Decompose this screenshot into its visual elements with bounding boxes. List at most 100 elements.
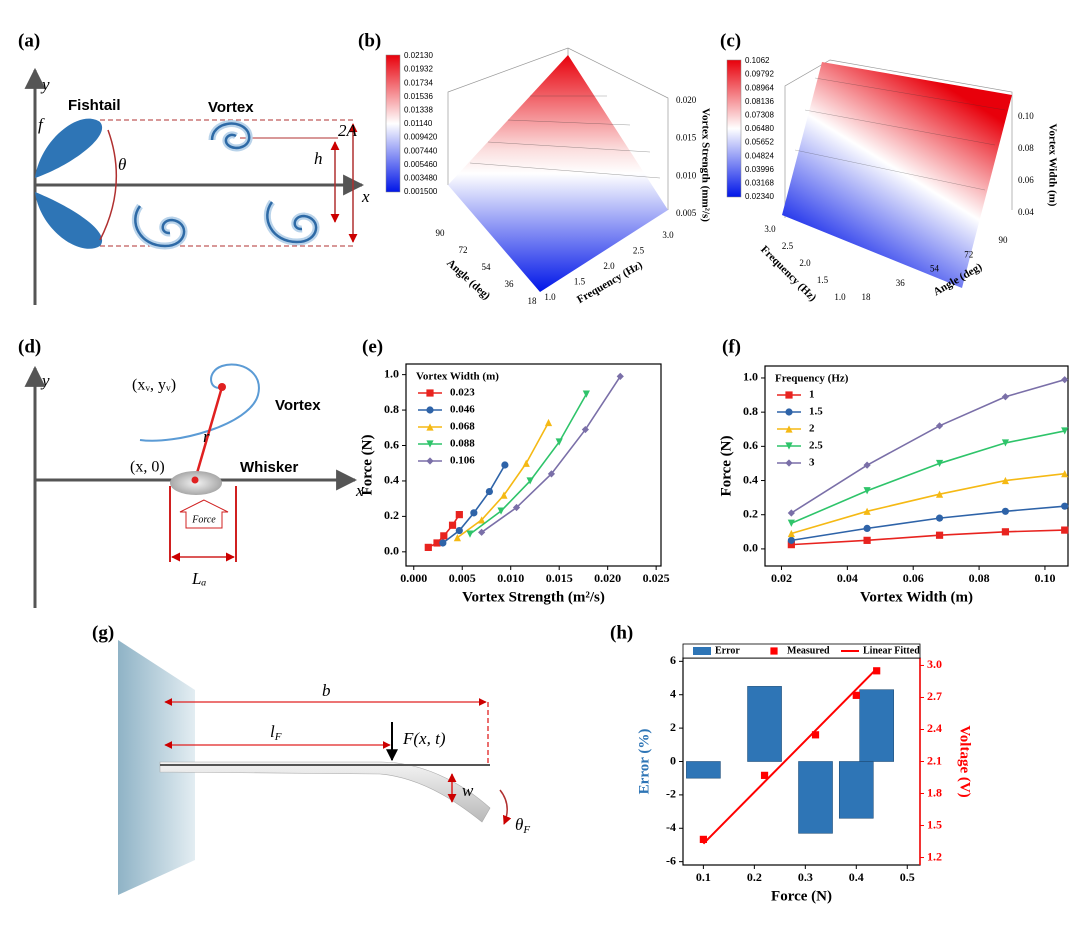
x-tick-label: 3.0 <box>662 230 674 240</box>
marker <box>555 438 563 446</box>
legend-label: 0.068 <box>450 421 475 433</box>
y-tick-label: 54 <box>930 264 940 274</box>
legend-label: 1.5 <box>809 406 823 418</box>
marker <box>455 511 463 519</box>
marker <box>863 536 871 544</box>
colorbar-tick-label: 0.06480 <box>745 124 774 133</box>
x-tick-label: 0.010 <box>497 571 524 585</box>
x-tick-label: 0.02 <box>771 571 792 585</box>
marker <box>1001 507 1010 515</box>
y-tick-label: 36 <box>505 279 515 289</box>
marker <box>1061 376 1069 384</box>
y-tick-label: 90 <box>999 235 1009 245</box>
bar <box>798 761 833 834</box>
colorbar-tick-label: 0.08964 <box>745 83 774 92</box>
marker <box>935 514 944 522</box>
marker <box>1061 470 1069 478</box>
axis-label: x <box>355 481 364 500</box>
label: θ <box>118 155 126 174</box>
marker <box>787 519 795 527</box>
legend-marker <box>785 459 793 467</box>
z-tick-label: 0.005 <box>676 208 697 218</box>
label: (xᵥ, yᵥ) <box>132 377 176 394</box>
x-tick-label: 0.1 <box>696 870 711 884</box>
marker <box>787 541 795 549</box>
y2-tick-label: 3.0 <box>927 657 942 671</box>
whisker-point <box>191 476 199 484</box>
marker <box>497 507 505 515</box>
legend-label: 1 <box>809 389 815 401</box>
chart: 0.1 0.2 0.3 0.4 0.5 -6 -4 -2 0 2 4 6 Force (N) Error … <box>636 643 973 904</box>
colorbar-tick-label: 0.08136 <box>745 97 774 106</box>
marker <box>787 529 795 538</box>
marker <box>439 539 447 547</box>
marker <box>1001 393 1010 401</box>
y-tick-label: -6 <box>666 853 676 867</box>
y-tick-label: 0.2 <box>743 506 758 520</box>
marker <box>1061 526 1069 534</box>
legend-marker <box>426 423 434 431</box>
label: lF <box>270 722 282 743</box>
marker <box>863 507 871 515</box>
x-tick-label: 2.0 <box>603 261 615 271</box>
vortex-shadow <box>135 206 184 246</box>
marker <box>478 528 486 536</box>
x-axis-label: Force (N) <box>771 888 832 904</box>
y-tick-label: 0.6 <box>384 437 399 451</box>
marker <box>424 543 432 551</box>
label: F(x, t) <box>402 729 446 748</box>
colorbar-tick-label: 0.003480 <box>404 174 438 183</box>
axis-label: y <box>40 75 50 94</box>
marker <box>500 491 508 499</box>
marker <box>485 487 493 496</box>
marker <box>811 731 820 739</box>
colorbar-tick-label: 0.03996 <box>745 165 774 174</box>
label: Vortex <box>275 397 321 414</box>
x-tick-label: 0.015 <box>546 571 573 585</box>
legend-label: 3 <box>809 457 815 469</box>
x-tick-label: 0.06 <box>903 571 924 585</box>
y-tick-label: -4 <box>666 820 676 834</box>
legend-title: Frequency (Hz) <box>775 373 849 385</box>
z-tick-label: 0.08 <box>1018 143 1034 153</box>
label: Fishtail <box>68 97 121 114</box>
z-tick-label: 0.020 <box>676 95 697 105</box>
panel-label: (f) <box>722 336 741 357</box>
y2-tick-label: 1.8 <box>927 785 942 799</box>
marker <box>1001 439 1010 447</box>
y-axis-label: Error (%) <box>636 729 652 795</box>
vortex-shadow <box>267 202 316 242</box>
x-axis-label: Vortex Strength (m²/s) <box>462 589 605 605</box>
z-tick-label: 0.010 <box>676 170 697 180</box>
z-tick-label: 0.04 <box>1018 207 1034 217</box>
marker <box>699 835 707 843</box>
box-edge <box>784 59 1013 218</box>
panel-label: (b) <box>358 30 381 51</box>
y-tick-label: 6 <box>670 653 676 667</box>
diagram-g: b lF F(x, t) w θF <box>118 640 530 895</box>
panel-label: (d) <box>18 336 41 357</box>
y-tick-label: 2 <box>670 720 676 734</box>
colorbar-tick-label: 0.03168 <box>745 179 774 188</box>
fishtail-lower <box>35 192 103 249</box>
colorbar-tick-label: 0.05652 <box>745 138 774 147</box>
legend-label: Measured <box>787 645 830 656</box>
bar <box>838 761 874 819</box>
chart: 0.02 0.04 0.06 0.08 0.10 0.0 0.2 0.4 0.6 0.8 1.0 Vo… <box>718 365 1069 605</box>
panel-label: (h) <box>610 622 633 643</box>
legend-label: 0.088 <box>450 438 475 450</box>
panel-label: (e) <box>362 336 383 357</box>
x-tick-label: 1.0 <box>544 292 556 302</box>
colorbar <box>385 54 401 193</box>
fit-line <box>702 667 878 845</box>
colorbar-tick-label: 0.1062 <box>745 56 770 65</box>
marker <box>863 524 871 532</box>
colorbar-tick-label: 0.005460 <box>404 160 438 169</box>
z-tick-label: 0.015 <box>676 133 697 143</box>
axis-label: Frequency (Hz) <box>758 243 819 304</box>
legend-label: Linear Fitted <box>863 645 920 656</box>
label: 2A <box>338 121 358 140</box>
marker <box>466 530 474 538</box>
x-tick-label: 0.3 <box>798 870 813 884</box>
colorbar-tick-label: 0.01536 <box>404 92 433 101</box>
